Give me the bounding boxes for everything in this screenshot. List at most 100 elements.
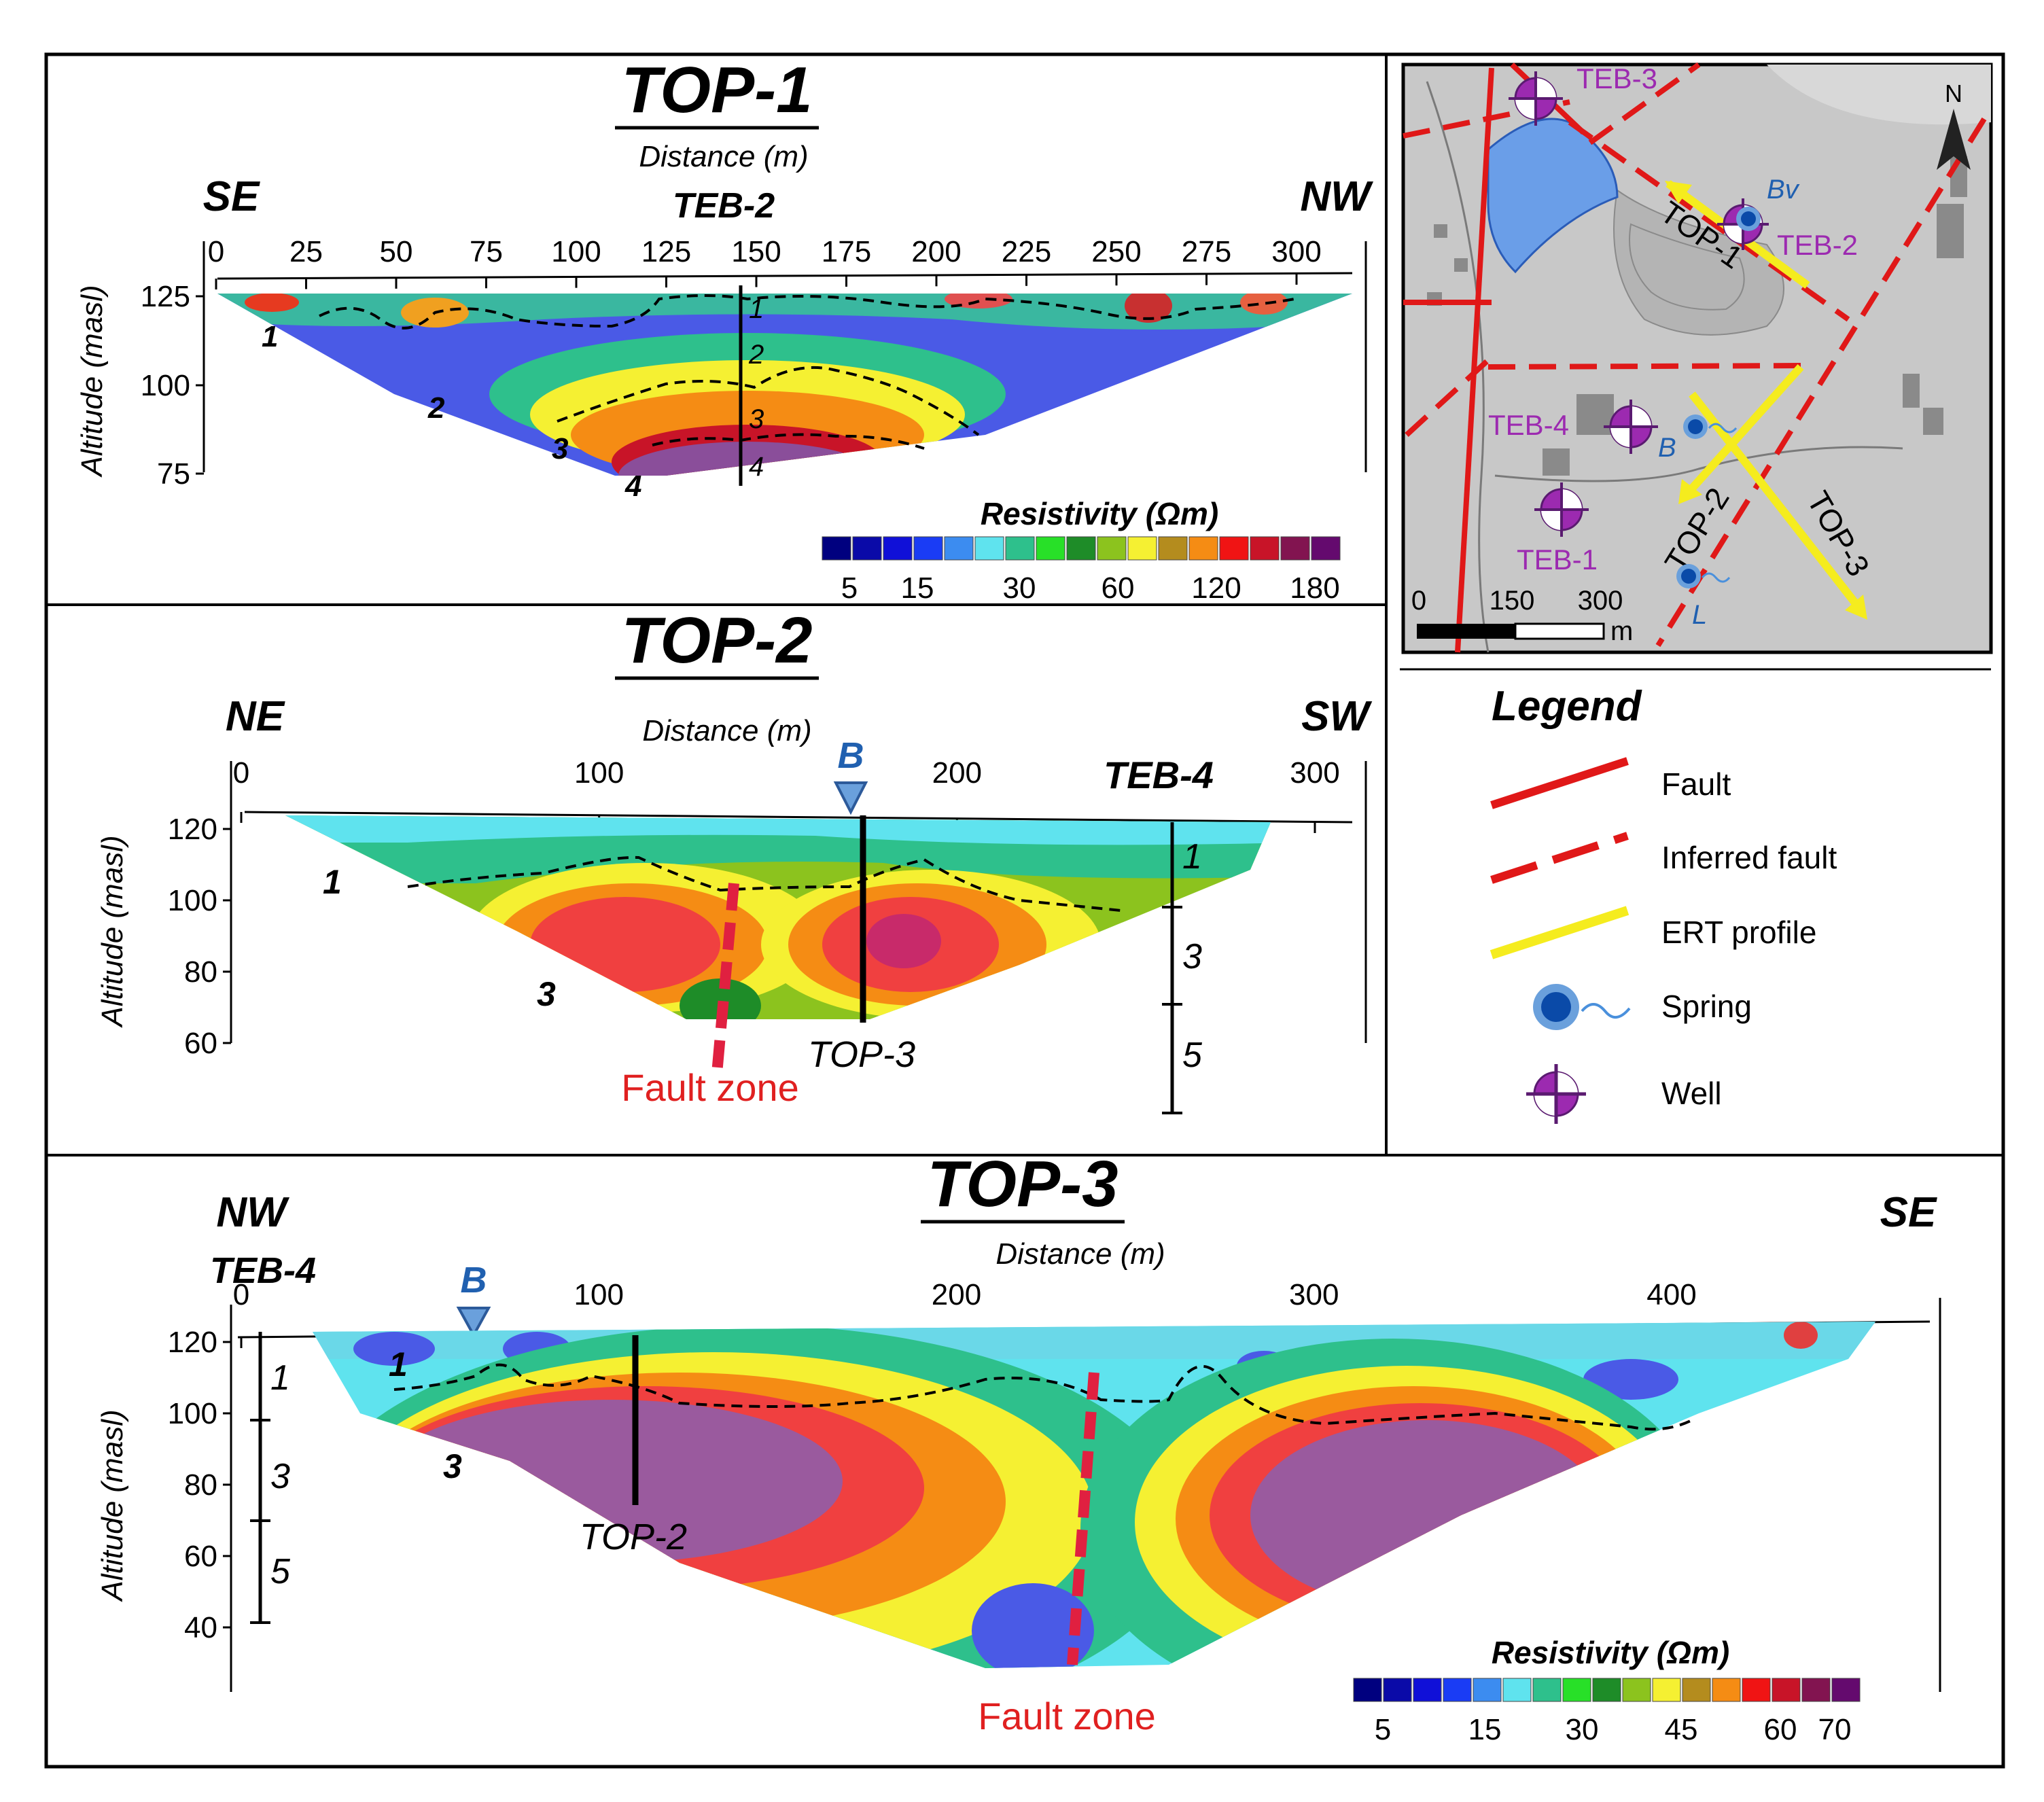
y-tick-label: 125 xyxy=(141,280,190,313)
boundary-1-3 xyxy=(393,1363,1693,1431)
log-unit: 3 xyxy=(749,404,764,434)
scale-label: 150 xyxy=(1490,586,1535,616)
panel-title: TOP-1 xyxy=(622,54,813,126)
unit-label: 1 xyxy=(262,320,278,353)
colorbar-label: 5 xyxy=(1375,1713,1391,1746)
x-ticks: 0 100 200 300 400 xyxy=(233,1278,1697,1348)
colorbar-swatch xyxy=(1473,1678,1502,1702)
colorbar-swatch xyxy=(1592,1678,1621,1702)
contour xyxy=(1629,223,1745,311)
colorbar-swatch xyxy=(1280,536,1310,561)
legend-item: ERT profile xyxy=(1661,915,1816,950)
colorbar-swatch xyxy=(1353,1678,1382,1702)
x-tick-label: 400 xyxy=(1646,1278,1696,1311)
inferred-fault-line xyxy=(1655,117,1987,648)
crossing-label: TOP-3 xyxy=(808,1034,915,1075)
y-tick-label: 100 xyxy=(168,884,217,917)
colorbar-swatch xyxy=(1413,1678,1442,1702)
panel-top1: TOP-1 Distance (m) SE NW TEB-2 0 25 50 75 10… xyxy=(75,54,1373,605)
x-tick-label: 225 xyxy=(1002,235,1051,268)
well-icon xyxy=(1509,71,1563,126)
direction-right: NW xyxy=(1300,173,1373,220)
colorbar-swatch xyxy=(1562,1678,1591,1702)
crossing-label: TOP-2 xyxy=(580,1517,687,1557)
x-tick-label: 175 xyxy=(822,235,871,268)
colorbar-label: 15 xyxy=(1468,1713,1502,1746)
log-unit: 5 xyxy=(270,1552,291,1591)
x-tick-label: 0 xyxy=(208,235,224,268)
spring-icon xyxy=(1736,207,1761,231)
legend-inferred-fault-icon xyxy=(1490,832,1629,884)
x-tick-label: 75 xyxy=(470,235,503,268)
spring-icon xyxy=(1683,414,1738,439)
colorbar-swatch xyxy=(1127,536,1157,561)
colorbar-swatch xyxy=(1712,1678,1741,1702)
log-unit: 3 xyxy=(270,1457,290,1496)
location-map: TOP-1 TOP-2 TOP-3 TEB-3 TEB-2 TEB-4 xyxy=(1401,62,1993,654)
well-label: TEB-4 xyxy=(1488,409,1569,441)
panel-title: TOP-2 xyxy=(622,604,813,677)
x-tick-label: 0 xyxy=(233,756,249,790)
inferred-fault-line xyxy=(1568,120,1850,322)
y-ticks: 120 100 80 60 40 xyxy=(168,1326,231,1644)
road xyxy=(1494,446,1903,482)
colorbar-label: 30 xyxy=(1003,571,1036,605)
y-tick-label: 60 xyxy=(184,1027,217,1060)
well-label: TEB-2 xyxy=(1777,229,1858,261)
fault-zone-line xyxy=(711,883,739,1074)
legend-spring-icon xyxy=(1533,984,1631,1030)
map-terrain xyxy=(1403,65,1991,125)
x-axis-label: Distance (m) xyxy=(639,140,808,173)
well-icon xyxy=(1534,482,1589,537)
x-ticks: 0 100 200 300 xyxy=(233,756,1340,833)
direction-right: SW xyxy=(1301,693,1372,740)
colorbar-label: 60 xyxy=(1102,571,1135,605)
y-ticks: 120 100 80 60 xyxy=(168,813,231,1060)
spring-icon xyxy=(1676,564,1731,588)
colorbar-swatch xyxy=(1066,536,1096,561)
unit-label: 4 xyxy=(624,470,641,503)
y-ticks: 125 100 75 xyxy=(141,280,204,491)
fault-zone-label: Fault zone xyxy=(621,1066,799,1109)
colorbar-swatch xyxy=(1682,1678,1711,1702)
y-axis-label: Altitude (masl) xyxy=(75,285,109,478)
panel-top3: TOP-3 Distance (m) NW SE TEB-4 B 0 100 200… xyxy=(96,1148,1941,1746)
colorbar xyxy=(1353,1678,1861,1702)
y-tick-label: 80 xyxy=(184,1468,217,1502)
colorbar-swatch xyxy=(1652,1678,1681,1702)
scale-bar xyxy=(1514,622,1605,640)
y-tick-label: 100 xyxy=(168,1397,217,1430)
log-unit: 2 xyxy=(748,340,764,370)
inferred-fault-line xyxy=(1588,62,1701,145)
colorbar-swatch xyxy=(1801,1678,1831,1702)
colorbar-swatch xyxy=(1383,1678,1412,1702)
x-tick-label: 200 xyxy=(911,235,961,268)
scale-bar xyxy=(1417,624,1515,639)
colorbar-title: Resistivity (Ωm) xyxy=(1492,1635,1729,1670)
colorbar-swatch xyxy=(1188,536,1218,561)
x-ticks: 0 25 50 75 100 125 150 175 200 225 250 275 300 xyxy=(208,235,1322,289)
profile-arrow-icon xyxy=(1665,181,1692,204)
spring-label: Bv xyxy=(1767,175,1800,205)
ert-profile-line xyxy=(1689,391,1865,614)
well-icon xyxy=(1604,400,1658,454)
x-tick-label: 50 xyxy=(380,235,413,268)
colorbar-swatch xyxy=(944,536,974,561)
x-tick-label: 300 xyxy=(1290,756,1339,790)
fault-line xyxy=(1455,67,1494,653)
legend-well-icon xyxy=(1526,1064,1586,1124)
boundary-3-4 xyxy=(652,433,925,450)
fault-zone-line xyxy=(1067,1372,1099,1665)
buildings xyxy=(1427,156,1967,476)
log-unit: 1 xyxy=(270,1358,290,1398)
colorbar-swatch xyxy=(852,536,882,561)
x-tick-label: 0 xyxy=(233,1278,249,1311)
legend-item: Well xyxy=(1661,1076,1722,1111)
well-label: TEB-3 xyxy=(1576,63,1657,94)
colorbar-swatch xyxy=(913,536,943,561)
colorbar-swatch xyxy=(1097,536,1127,561)
colorbar-label: 30 xyxy=(1566,1713,1599,1746)
colorbar-swatch xyxy=(883,536,913,561)
x-axis-label: Distance (m) xyxy=(995,1237,1165,1271)
